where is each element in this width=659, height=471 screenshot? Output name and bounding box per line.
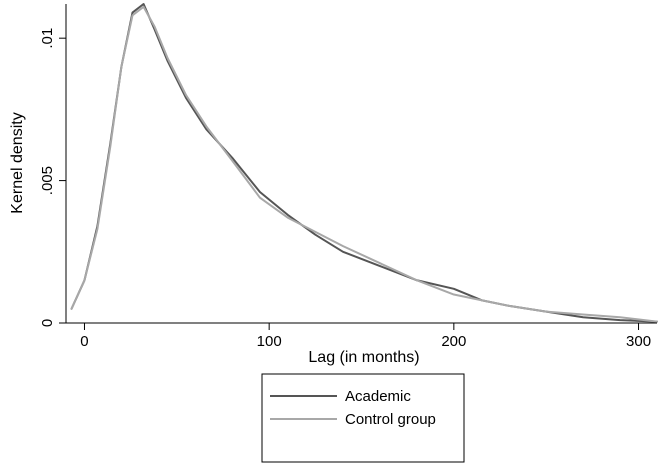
y-tick-label: 0 [39, 319, 56, 327]
legend-label: Academic [345, 388, 411, 405]
x-tick-label: 100 [257, 333, 282, 350]
y-tick-label: .01 [39, 28, 56, 49]
axes: 0 100 200 300 0 .005 .01 [39, 4, 657, 350]
legend-label: Control group [345, 411, 436, 428]
y-axis-label: Kernel density [9, 112, 26, 213]
x-tick-label: 0 [80, 333, 88, 350]
x-tick-label: 300 [626, 333, 651, 350]
series-lines [70, 3, 658, 323]
x-axis-label: Lag (in months) [308, 349, 419, 366]
y-tick-label: .005 [39, 166, 56, 195]
plot-background [66, 4, 657, 323]
series-line-control-group [70, 5, 658, 323]
x-tick-label: 200 [441, 333, 466, 350]
plot-area [66, 4, 657, 323]
legend: Academic Control group [261, 373, 465, 463]
